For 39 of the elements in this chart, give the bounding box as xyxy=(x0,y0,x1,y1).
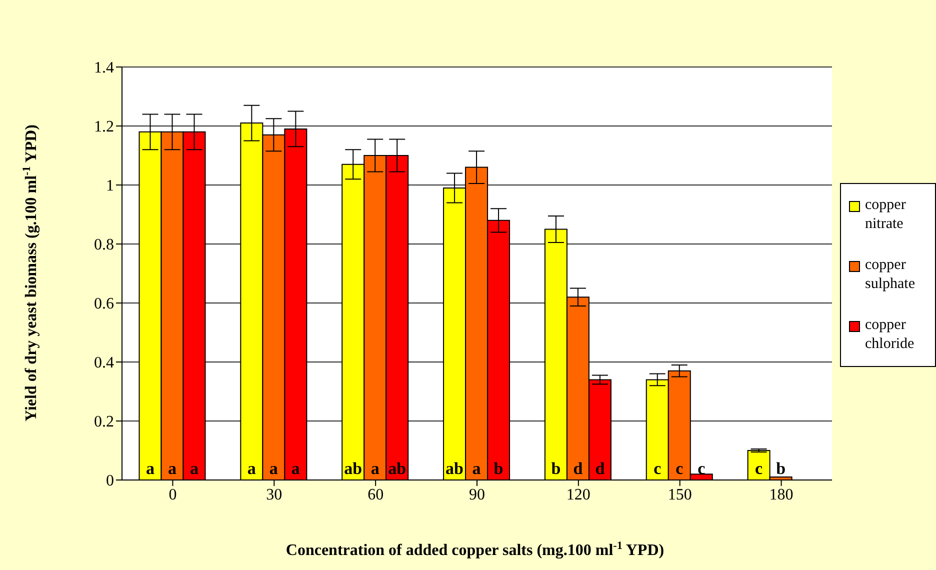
data-label: ab xyxy=(446,459,464,478)
data-label: b xyxy=(494,459,504,478)
data-label: d xyxy=(595,459,606,478)
y-tick-label: 0 xyxy=(106,472,114,490)
x-tick-label: 30 xyxy=(266,486,282,504)
y-tick-label: 0.2 xyxy=(94,414,114,431)
x-tick-label: 60 xyxy=(368,486,384,504)
y-tick-label: 1.4 xyxy=(94,60,114,77)
data-label: a xyxy=(291,459,300,478)
data-label: a xyxy=(190,459,199,478)
data-label: c xyxy=(698,459,706,478)
data-label: a xyxy=(247,459,256,478)
y-tick-label: 0.4 xyxy=(94,354,114,372)
data-label: a xyxy=(472,459,482,478)
y-tick-label: 0.6 xyxy=(94,296,114,313)
legend-label: copper chloride xyxy=(865,316,916,354)
data-label: d xyxy=(573,459,584,478)
data-label: a xyxy=(146,459,155,478)
x-tick-label: 180 xyxy=(769,486,794,504)
y-tick-label: 1 xyxy=(106,178,114,195)
data-label: b xyxy=(551,459,561,478)
data-label: a xyxy=(168,459,177,478)
x-tick-label: 90 xyxy=(469,486,485,504)
legend-label: copper nitrate xyxy=(865,196,907,234)
data-label: c xyxy=(654,459,662,478)
x-tick-label: 150 xyxy=(668,486,692,504)
legend-label: copper sulphate xyxy=(865,256,916,294)
data-label: c xyxy=(755,459,764,478)
x-tick-label: 120 xyxy=(566,486,590,504)
y-tick-label: 0.8 xyxy=(94,236,114,254)
x-axis-title: Concentration of added copper salts (mg.100 ml$^{-1}$ YPD) xyxy=(286,540,664,559)
data-label: ab xyxy=(388,459,406,478)
data-label: a xyxy=(269,459,278,478)
x-tick-label: 0 xyxy=(168,486,177,504)
data-label: c xyxy=(676,459,684,478)
data-label: b xyxy=(776,459,786,478)
y-tick-label: 1.2 xyxy=(94,118,114,136)
data-label: a xyxy=(370,459,380,478)
data-label: ab xyxy=(344,459,362,478)
